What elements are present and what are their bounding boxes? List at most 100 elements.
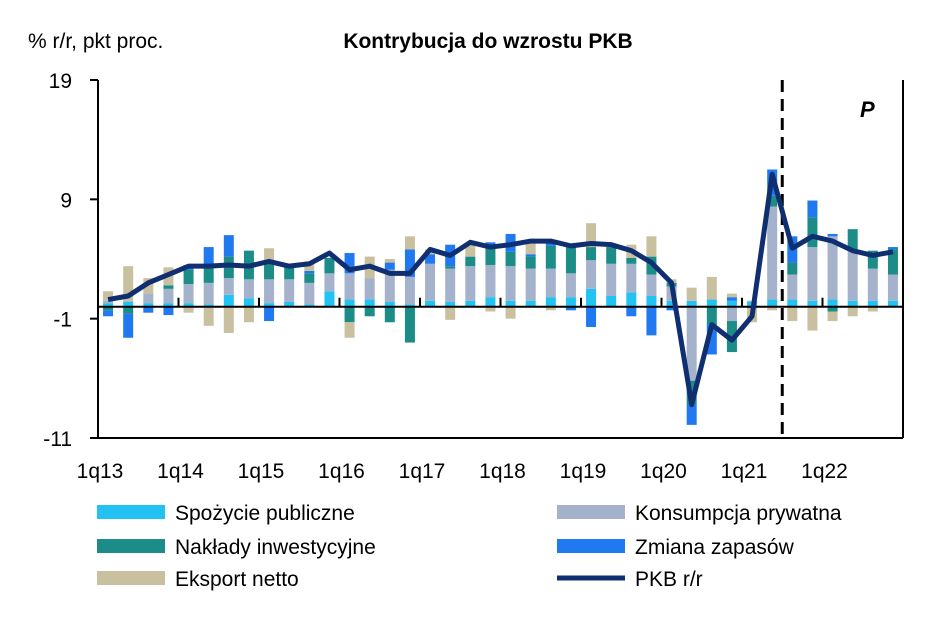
bar-4q16-series-0 [404, 304, 415, 307]
bar-4q17-series-1 [485, 264, 496, 298]
bar-1q20-series-0 [666, 300, 677, 307]
bar-3q19-series-3 [626, 306, 637, 317]
bar-3q21-series-1 [787, 274, 798, 300]
x-tick-label: 1q19 [560, 460, 607, 483]
bar-1q15-series-3 [264, 306, 275, 322]
bar-3q16-series-4 [384, 259, 395, 263]
x-tick-label: 1q20 [640, 460, 687, 483]
bar-1q22-series-1 [827, 236, 838, 300]
chart-title: Kontrybucja do wzrostu PKB [343, 30, 632, 53]
bar-2q17-series-1 [445, 268, 456, 302]
bar-1q19-series-4 [586, 223, 597, 248]
bar-1q17-series-3 [425, 254, 436, 264]
bar-1q14-series-0 [183, 303, 194, 307]
bar-2q18-series-4 [525, 243, 536, 255]
bar-3q18-series-3 [545, 242, 556, 246]
bar-4q18-series-2 [565, 247, 576, 274]
bar-4q15-series-2 [324, 257, 335, 274]
bar-3q20-series-0 [706, 299, 717, 307]
bar-1q16-series-3 [344, 253, 355, 274]
bar-4q21-series-1 [807, 247, 818, 301]
bar-4q18-series-0 [565, 297, 576, 307]
bar-1q13-series-4 [103, 291, 114, 301]
bar-4q20-series-1 [726, 306, 737, 322]
bar-2q18-series-3 [525, 254, 536, 257]
bar-1q15-series-0 [264, 303, 275, 307]
bar-4q21-series-4 [807, 306, 818, 331]
bar-3q15-series-0 [304, 304, 315, 307]
legend-swatch-4 [97, 571, 165, 585]
bar-2q20-series-0 [686, 300, 697, 307]
bar-2q18-series-1 [525, 268, 536, 301]
bar-2q13-series-4 [123, 266, 134, 301]
bar-2q15-series-1 [284, 279, 295, 302]
bar-3q18-series-1 [545, 268, 556, 298]
bar-4q14-series-1 [243, 279, 254, 299]
bar-3q20-series-3 [706, 324, 717, 355]
bar-2q15-series-0 [284, 301, 295, 307]
bar-1q16-series-1 [344, 273, 355, 300]
bar-4q21-series-0 [807, 300, 818, 307]
x-tick-label: 1q13 [77, 460, 124, 483]
bar-1q22-series-2 [827, 306, 838, 312]
forecast-label: P [860, 97, 875, 122]
bar-4q14-series-0 [243, 298, 254, 307]
bar-2q14-series-0 [203, 304, 214, 307]
bar-3q17-series-4 [465, 244, 476, 257]
bar-2q18-series-2 [525, 256, 536, 269]
bar-4q20-series-3 [726, 297, 737, 301]
bar-2q16-series-0 [364, 299, 375, 307]
bar-4q19-series-0 [646, 295, 657, 307]
bar-2q22-series-1 [847, 250, 858, 301]
bar-2q20-series-4 [686, 287, 697, 301]
bar-3q21-series-0 [787, 299, 798, 307]
bar-3q20-series-2 [706, 306, 717, 325]
y-tick-label: 19 [49, 70, 72, 93]
bar-1q13-series-1 [103, 300, 114, 304]
bar-4q13-series-1 [163, 288, 174, 304]
legend-swatch-1 [557, 505, 625, 519]
bar-1q22-series-0 [827, 299, 838, 307]
bar-1q13-series-3 [103, 310, 114, 317]
legend-label: Konsumpcja prywatna [635, 502, 842, 525]
bar-4q19-series-3 [646, 306, 657, 336]
bar-3q15-series-1 [304, 282, 315, 305]
legend-swatch-3 [557, 539, 625, 553]
bar-3q14-series-0 [223, 294, 234, 307]
bar-3q22-series-1 [867, 268, 878, 301]
legend-label: PKB r/r [635, 568, 703, 591]
bar-2q19-series-1 [606, 263, 617, 296]
bar-4q22-series-1 [887, 274, 898, 301]
y-axis-unit-label: % r/r, pkt proc. [28, 30, 163, 53]
bar-1q14-series-1 [183, 284, 194, 304]
bar-4q13-series-0 [163, 303, 174, 307]
bar-2q14-series-3 [203, 247, 214, 265]
bar-2q14-series-2 [203, 264, 214, 283]
bar-3q18-series-2 [545, 245, 556, 269]
bar-3q17-series-2 [465, 256, 476, 267]
bar-3q22-series-0 [867, 300, 878, 307]
bar-2q22-series-0 [847, 300, 858, 307]
bar-3q16-series-3 [384, 262, 395, 270]
y-tick-label: -11 [43, 428, 72, 451]
bar-1q16-series-2 [344, 306, 355, 323]
legend: Spożycie publiczne Konsumpcja prywatna Nak… [97, 502, 842, 591]
bar-4q13-series-2 [163, 285, 174, 289]
bar-3q21-series-4 [787, 306, 798, 322]
bar-3q16-series-2 [384, 306, 395, 323]
bar-1q18-series-4 [505, 306, 516, 319]
bar-4q19-series-4 [646, 236, 657, 257]
bar-4q18-series-1 [565, 273, 576, 298]
bar-3q13-series-0 [143, 303, 154, 307]
bar-1q15-series-2 [264, 261, 275, 280]
bar-4q16-series-1 [404, 276, 415, 305]
x-tick-label: 1q14 [157, 460, 204, 483]
bar-4q18-series-3 [565, 306, 576, 311]
bar-2q16-series-2 [364, 306, 375, 317]
y-tick-label: -1 [53, 309, 72, 332]
bar-1q22-series-4 [827, 311, 838, 322]
bar-2q17-series-0 [445, 301, 456, 307]
bar-2q15-series-2 [284, 267, 295, 280]
bar-3q19-series-1 [626, 263, 637, 293]
